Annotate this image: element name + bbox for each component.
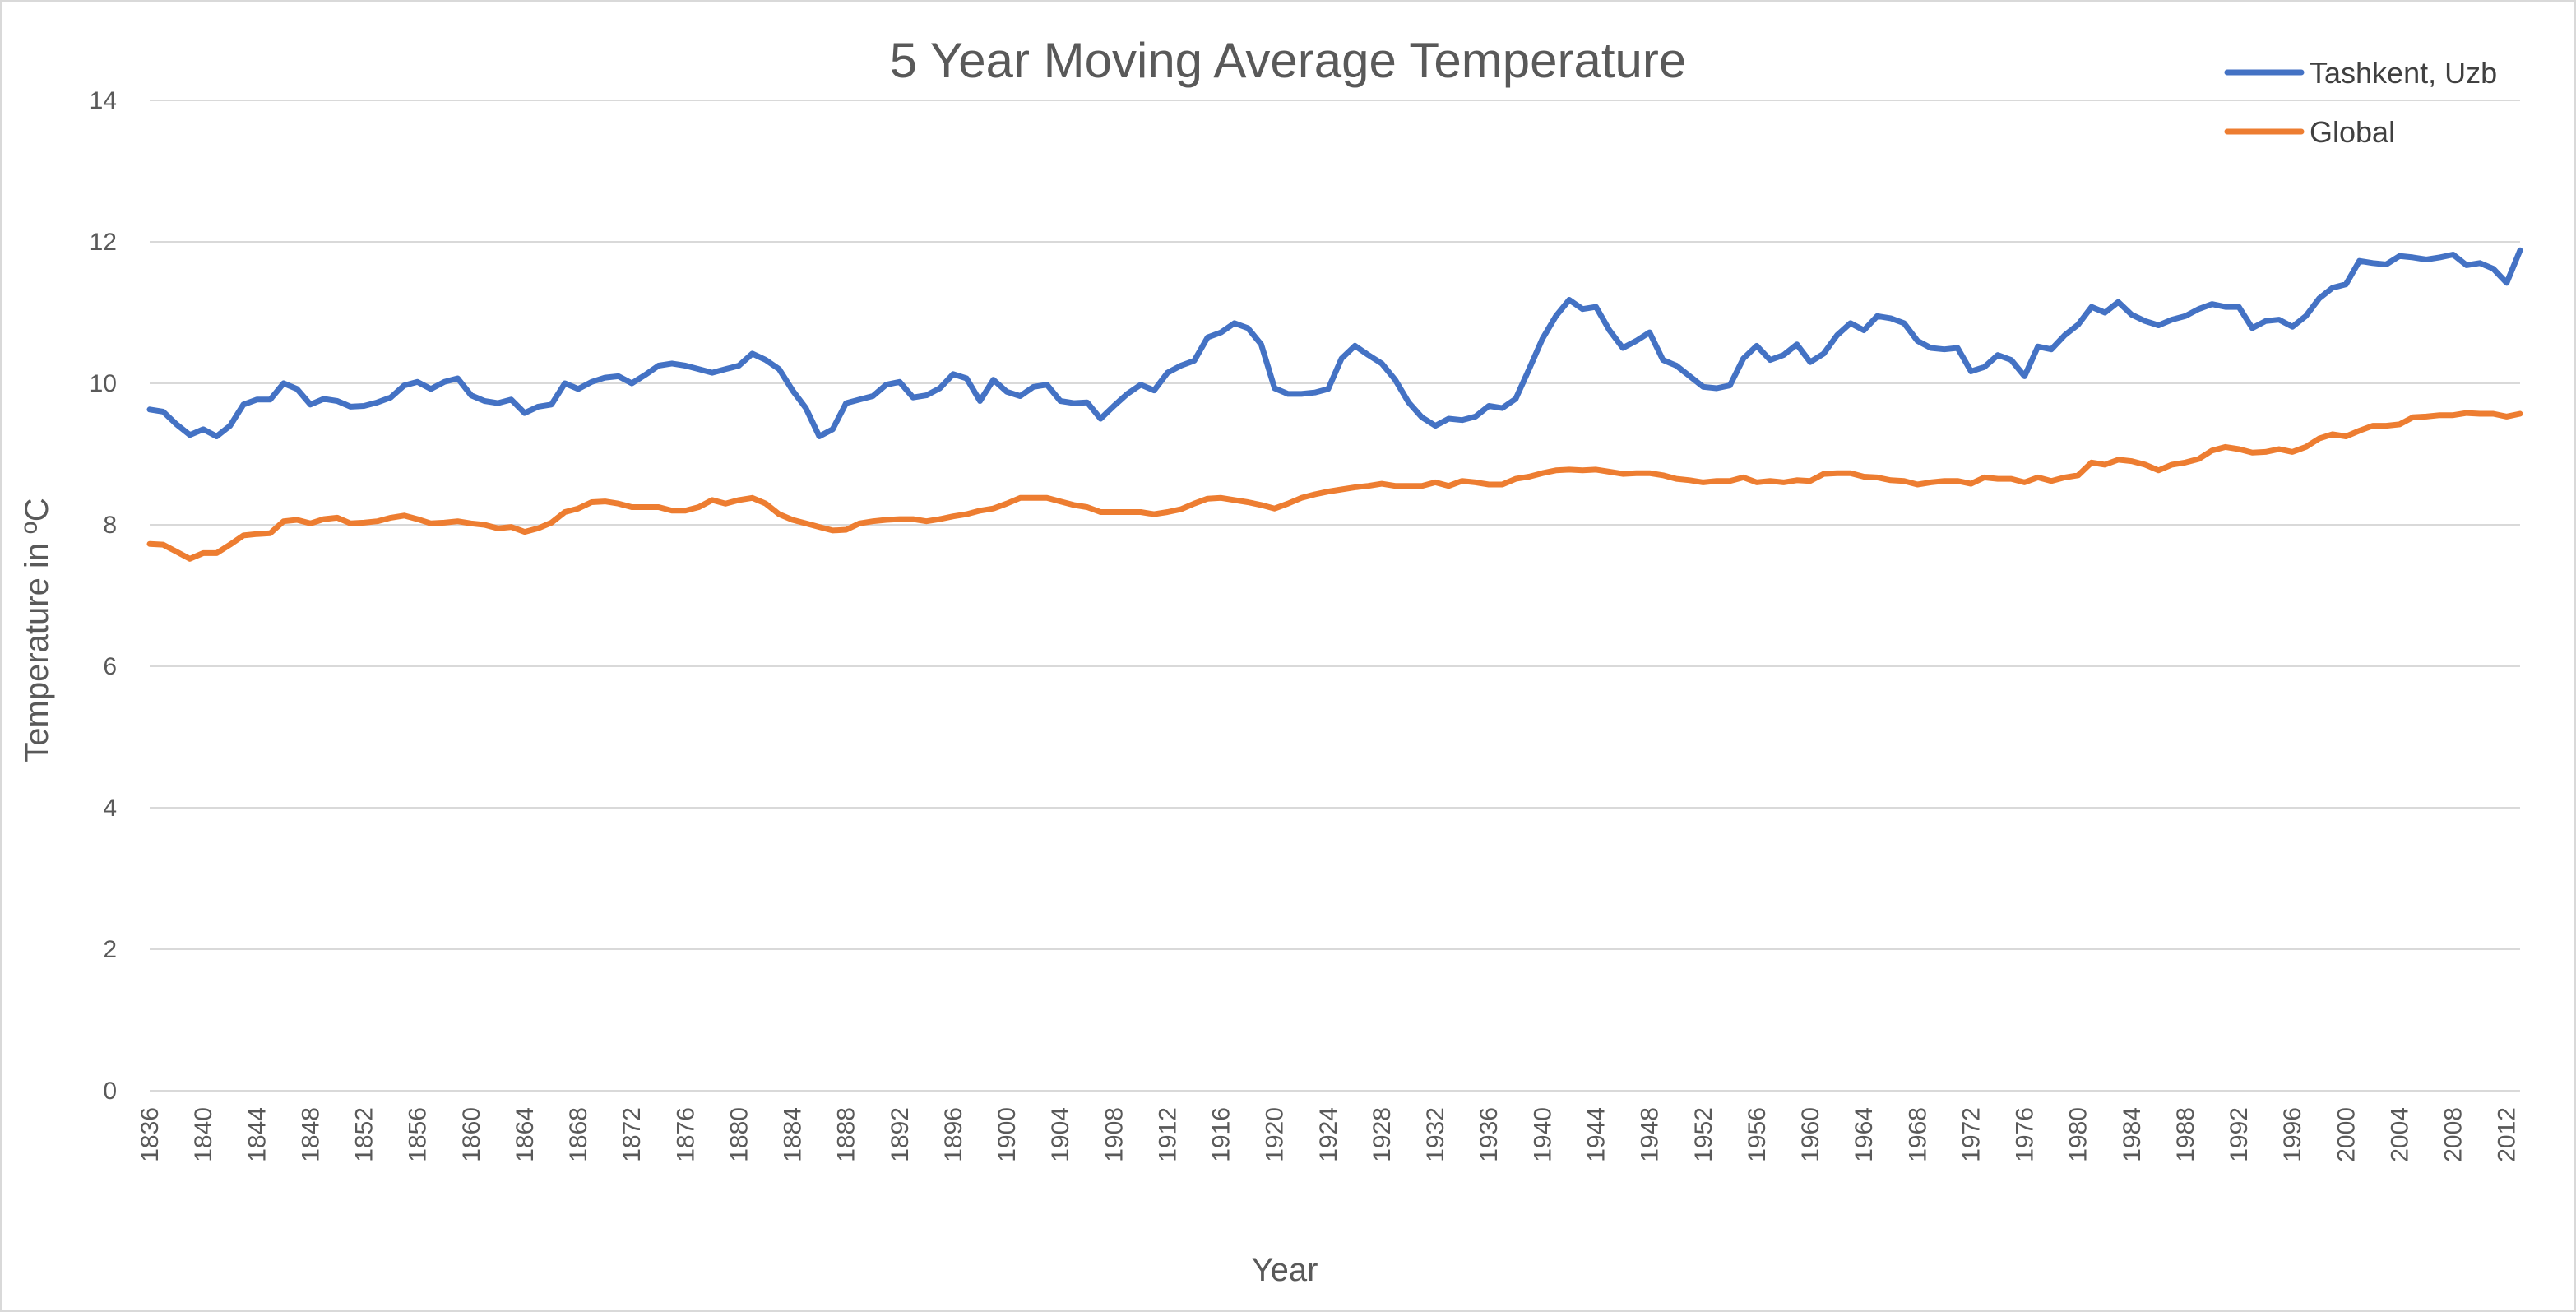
x-tick-label: 2012 <box>2494 1107 2521 1162</box>
y-tick-label: 10 <box>90 370 117 397</box>
y-axis-ticks: 0 2 4 6 8 10 12 14 <box>90 87 117 1105</box>
x-tick-label: 2004 <box>2386 1107 2413 1162</box>
x-tick-label: 1976 <box>2012 1107 2039 1162</box>
x-tick-label: 2008 <box>2440 1107 2467 1162</box>
x-tick-label: 1916 <box>1208 1107 1235 1162</box>
x-tick-label: 1980 <box>2065 1107 2092 1162</box>
x-tick-label: 1908 <box>1100 1107 1128 1162</box>
x-tick-label: 1868 <box>565 1107 592 1162</box>
x-tick-label: 1952 <box>1690 1107 1717 1162</box>
x-tick-label: 1848 <box>297 1107 324 1162</box>
y-tick-label: 12 <box>90 229 117 256</box>
x-tick-label: 1840 <box>190 1107 217 1162</box>
y-tick-label: 0 <box>103 1078 117 1105</box>
series-lines <box>146 247 2523 562</box>
x-axis-ticks: 1836 1840 1844 1848 1852 1856 1860 1864 1868 1872… <box>137 1107 2521 1162</box>
x-tick-label: 1912 <box>1154 1107 1181 1162</box>
x-tick-label: 1940 <box>1529 1107 1556 1162</box>
x-tick-label: 1900 <box>994 1107 1021 1162</box>
x-tick-label: 1972 <box>1957 1107 1985 1162</box>
x-tick-label: 1988 <box>2172 1107 2199 1162</box>
x-tick-label: 1860 <box>458 1107 485 1162</box>
x-tick-label: 1836 <box>137 1107 164 1162</box>
x-tick-label: 1992 <box>2226 1107 2253 1162</box>
x-tick-label: 1892 <box>887 1107 914 1162</box>
x-tick-label: 1924 <box>1315 1107 1342 1162</box>
legend-label: Tashkent, Uzb <box>2310 56 2497 90</box>
x-tick-label: 2000 <box>2333 1107 2360 1162</box>
x-tick-label: 1888 <box>833 1107 860 1162</box>
legend: Tashkent, Uzb Global <box>2224 56 2497 149</box>
x-tick-label: 1904 <box>1047 1107 1074 1162</box>
y-tick-label: 8 <box>103 512 117 539</box>
gridlines <box>150 100 2520 1092</box>
x-tick-label: 1864 <box>512 1107 539 1162</box>
x-tick-label: 1880 <box>725 1107 753 1162</box>
x-tick-label: 1996 <box>2279 1107 2306 1162</box>
x-tick-label: 1984 <box>2119 1107 2146 1162</box>
y-tick-label: 14 <box>90 87 117 114</box>
x-tick-label: 1944 <box>1583 1107 1610 1162</box>
x-tick-label: 1928 <box>1369 1107 1396 1162</box>
y-tick-label: 2 <box>103 936 117 963</box>
y-tick-label: 6 <box>103 653 117 680</box>
x-tick-label: 1876 <box>672 1107 699 1162</box>
x-tick-label: 1920 <box>1262 1107 1289 1162</box>
x-tick-label: 1960 <box>1797 1107 1824 1162</box>
x-tick-label: 1884 <box>780 1107 807 1162</box>
legend-label: Global <box>2310 115 2395 149</box>
y-tick-label: 4 <box>103 795 117 822</box>
x-tick-label: 1964 <box>1851 1107 1878 1162</box>
x-tick-label: 1844 <box>243 1107 271 1162</box>
chart-title: 5 Year Moving Average Temperature <box>890 33 1686 88</box>
x-tick-label: 1956 <box>1744 1107 1771 1162</box>
y-axis-title: Temperature in ºC <box>19 498 55 762</box>
x-tick-label: 1936 <box>1476 1107 1503 1162</box>
x-tick-label: 1932 <box>1422 1107 1449 1162</box>
x-tick-label: 1872 <box>619 1107 646 1162</box>
x-tick-label: 1856 <box>405 1107 432 1162</box>
global-series-line <box>146 410 2523 562</box>
x-tick-label: 1948 <box>1637 1107 1664 1162</box>
tashkent-series-line <box>146 247 2523 439</box>
x-tick-label: 1968 <box>1904 1107 1931 1162</box>
x-tick-label: 1896 <box>940 1107 967 1162</box>
x-axis-title: Year <box>1252 1252 1318 1288</box>
x-tick-label: 1852 <box>351 1107 378 1162</box>
